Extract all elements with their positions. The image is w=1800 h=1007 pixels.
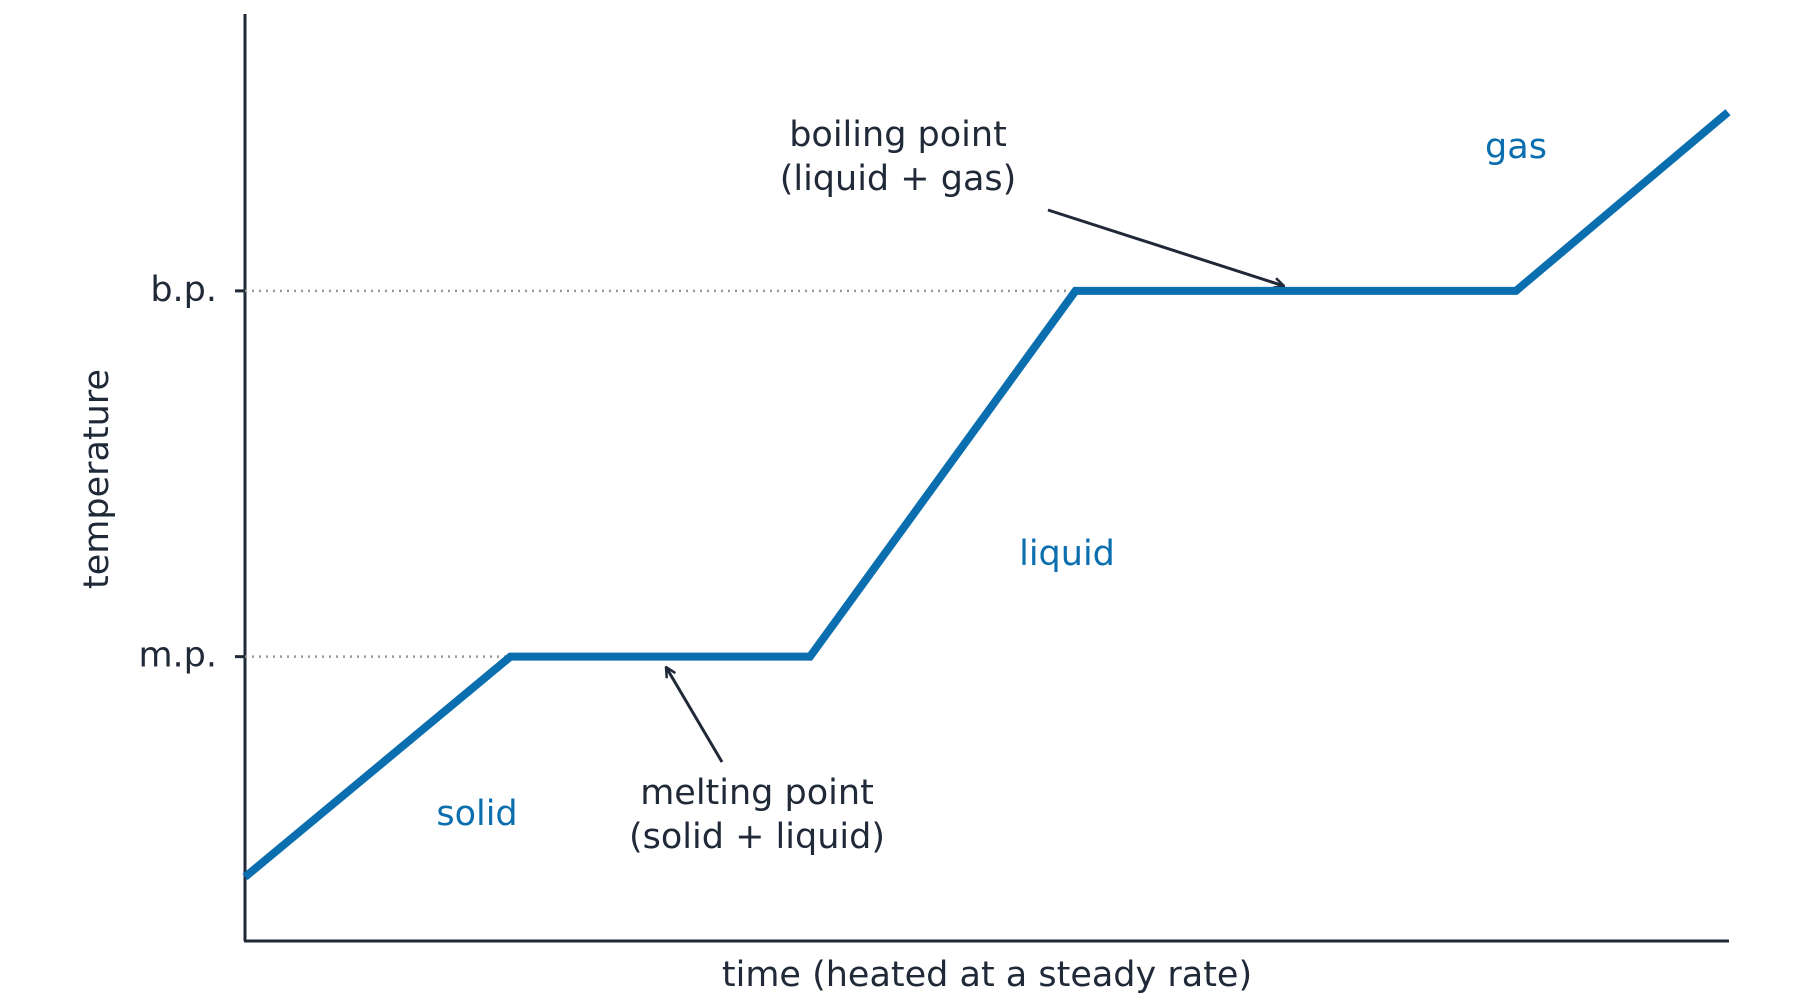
callout-arrow — [666, 667, 724, 763]
phase-label: liquid — [1019, 534, 1115, 574]
phase-label: gas — [1485, 127, 1547, 167]
y-tick-label: b.p. — [150, 270, 217, 310]
callout-text: (solid + liquid) — [629, 817, 885, 857]
data-line — [242, 109, 1731, 881]
x-axis-label: time (heated at a steady rate) — [722, 955, 1252, 995]
callout-arrow — [1047, 208, 1284, 286]
y-axis-label: temperature — [77, 369, 117, 589]
phase-label: solid — [436, 794, 517, 834]
callout-text: (liquid + gas) — [780, 159, 1017, 199]
callout-text: boiling point — [789, 115, 1007, 155]
y-tick-label: m.p. — [138, 636, 217, 676]
callout-text: melting point — [640, 773, 874, 813]
